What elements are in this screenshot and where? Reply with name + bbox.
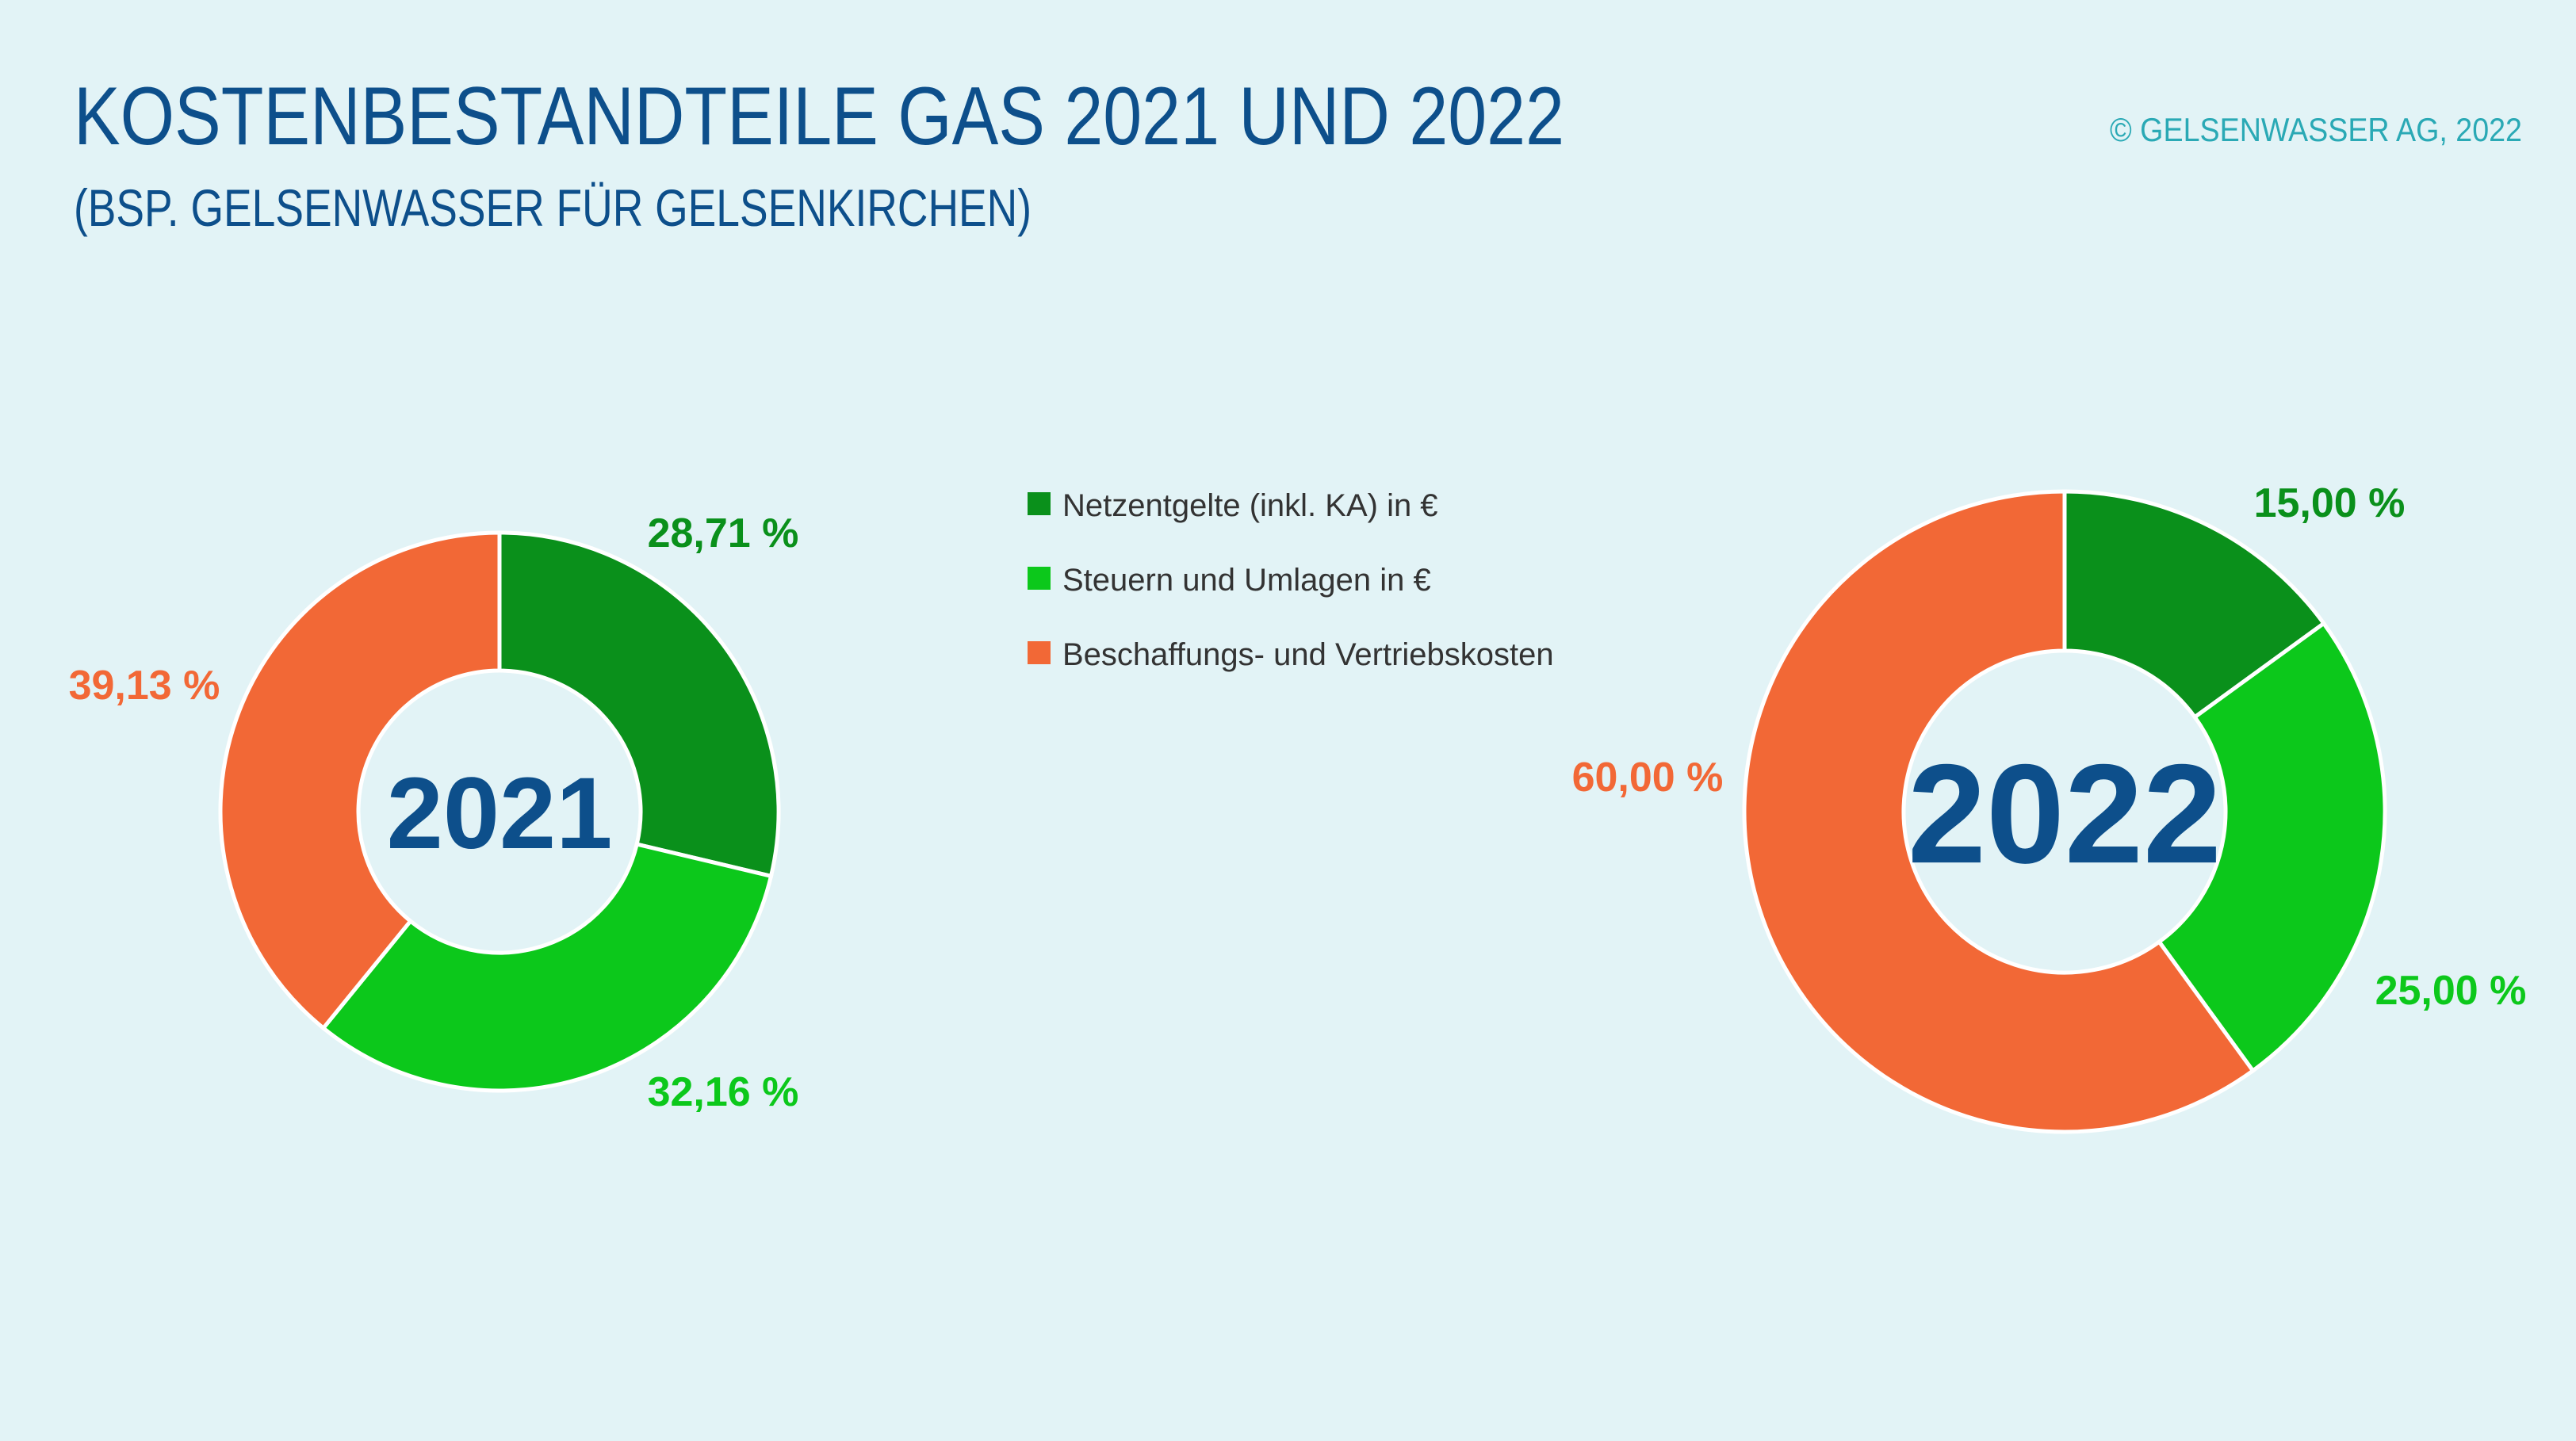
subtitle: (BSP. GELSENWASSER FÜR GELSENKIRCHEN) bbox=[74, 178, 1032, 237]
value-label: 32,16 % bbox=[648, 1069, 799, 1115]
legend-label: Netzentgelte (inkl. KA) in € bbox=[1062, 488, 1438, 523]
donut-slice bbox=[218, 530, 502, 1031]
donut-slice bbox=[320, 842, 774, 1093]
value-label: 28,71 % bbox=[648, 510, 799, 556]
copyright: © GELSENWASSER AG, 2022 bbox=[2110, 111, 2522, 148]
legend-label: Steuern und Umlagen in € bbox=[1062, 563, 1431, 598]
title: KOSTENBESTANDTEILE GAS 2021 UND 2022 bbox=[74, 71, 1564, 162]
value-label: 15,00 % bbox=[2254, 480, 2406, 526]
legend-label: Beschaffungs- und Vertriebskosten bbox=[1062, 637, 1554, 672]
value-label: 39,13 % bbox=[69, 663, 220, 709]
donut-slice bbox=[2156, 621, 2387, 1074]
legend-swatch bbox=[1028, 492, 1051, 515]
legend-swatch bbox=[1028, 641, 1051, 664]
legend-swatch bbox=[1028, 567, 1051, 590]
center-label: 2021 bbox=[387, 757, 613, 870]
center-label: 2022 bbox=[1908, 735, 2222, 893]
donut-slice bbox=[1742, 489, 2256, 1134]
donut-slice bbox=[2062, 489, 2327, 720]
donut-slice bbox=[497, 530, 781, 879]
value-label: 25,00 % bbox=[2375, 968, 2527, 1014]
value-label: 60,00 % bbox=[1572, 755, 1724, 801]
